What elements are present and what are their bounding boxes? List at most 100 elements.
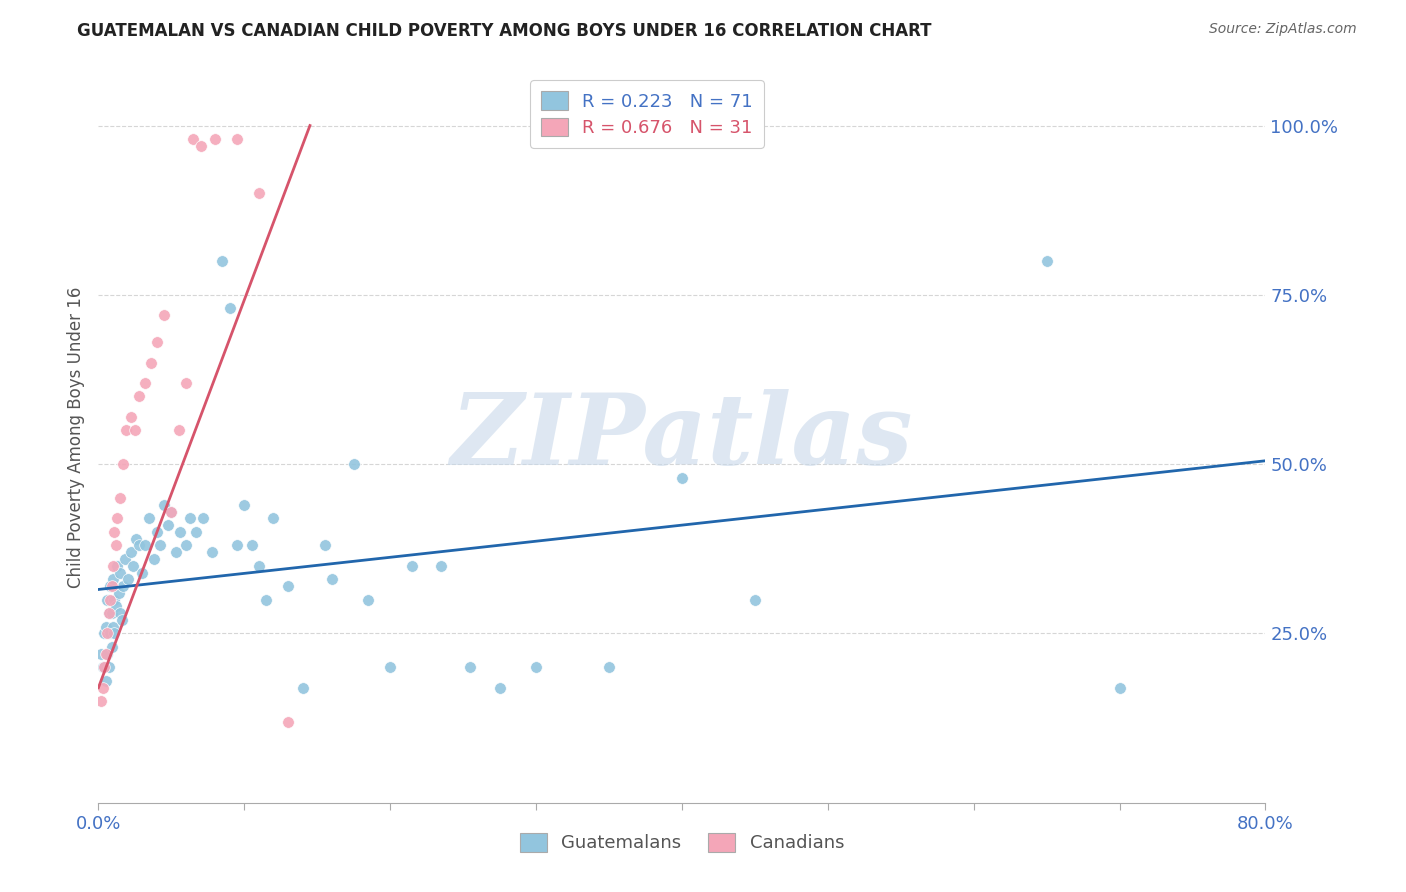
Point (103, 592, 125, 607)
Point (100, 606, 122, 620)
Point (110, 566, 132, 580)
Point (226, 132, 249, 146)
Point (103, 524, 125, 539)
Point (153, 498, 176, 512)
Point (105, 558, 128, 573)
Point (112, 457, 135, 471)
Point (174, 538, 197, 552)
Point (357, 592, 380, 607)
Text: Source: ZipAtlas.com: Source: ZipAtlas.com (1209, 22, 1357, 37)
Point (101, 620, 124, 634)
Point (131, 566, 153, 580)
Point (146, 335, 169, 350)
Point (96, 592, 118, 607)
Point (146, 524, 169, 539)
Point (97, 606, 120, 620)
Point (380, 660, 402, 674)
Point (114, 552, 136, 566)
Point (122, 558, 145, 573)
Point (112, 579, 135, 593)
Point (157, 518, 180, 533)
Point (98, 626, 121, 640)
Point (343, 457, 366, 471)
Point (291, 681, 314, 695)
Point (193, 511, 215, 525)
Point (165, 545, 187, 559)
Point (94, 673, 117, 688)
Point (1108, 681, 1130, 695)
Point (488, 681, 510, 695)
Point (226, 538, 249, 552)
Point (110, 491, 132, 505)
Point (218, 301, 240, 316)
Point (98, 592, 121, 607)
Point (277, 714, 299, 729)
Point (247, 186, 270, 201)
Point (744, 592, 766, 607)
Point (201, 545, 224, 559)
Point (233, 498, 256, 512)
Point (204, 132, 226, 146)
Point (181, 132, 204, 146)
Point (120, 545, 142, 559)
Point (401, 558, 423, 573)
Point (110, 606, 132, 620)
Point (314, 538, 336, 552)
Point (101, 558, 124, 573)
Point (167, 423, 190, 437)
Point (104, 538, 127, 552)
Point (524, 660, 547, 674)
Legend: Guatemalans, Canadians: Guatemalans, Canadians (512, 826, 852, 860)
Point (94, 647, 117, 661)
Point (124, 423, 146, 437)
Text: GUATEMALAN VS CANADIAN CHILD POVERTY AMONG BOYS UNDER 16 CORRELATION CHART: GUATEMALAN VS CANADIAN CHILD POVERTY AMO… (77, 22, 932, 40)
Point (160, 505, 183, 519)
Point (277, 579, 299, 593)
Point (134, 538, 156, 552)
Point (149, 538, 172, 552)
Point (190, 139, 212, 153)
Point (96, 647, 118, 661)
Text: ZIPatlas: ZIPatlas (451, 389, 912, 485)
Point (111, 613, 134, 627)
Point (128, 538, 150, 552)
Point (93, 626, 115, 640)
Point (671, 471, 693, 485)
Point (100, 579, 122, 593)
Point (169, 524, 191, 539)
Point (98, 579, 121, 593)
Point (139, 355, 162, 369)
Point (1035, 254, 1057, 268)
Point (254, 592, 277, 607)
Point (94, 620, 117, 634)
Point (262, 511, 284, 525)
Point (90, 694, 112, 708)
Point (97, 660, 120, 674)
Point (142, 552, 165, 566)
Point (120, 409, 142, 424)
Point (100, 640, 122, 654)
Point (138, 511, 160, 525)
Point (117, 572, 139, 586)
Point (321, 572, 343, 586)
Point (96, 626, 118, 640)
Point (174, 376, 197, 390)
Point (103, 626, 125, 640)
Point (134, 376, 156, 390)
Point (179, 511, 201, 525)
Point (430, 558, 453, 573)
Point (128, 389, 150, 403)
Point (460, 660, 482, 674)
Point (90, 647, 112, 661)
Point (598, 660, 620, 674)
Point (247, 558, 270, 573)
Point (115, 423, 138, 437)
Point (91, 660, 114, 674)
Point (125, 532, 148, 546)
Y-axis label: Child Poverty Among Boys Under 16: Child Poverty Among Boys Under 16 (66, 286, 84, 588)
Point (93, 660, 115, 674)
Point (91, 681, 114, 695)
Point (101, 572, 124, 586)
Point (105, 511, 128, 525)
Point (160, 505, 183, 519)
